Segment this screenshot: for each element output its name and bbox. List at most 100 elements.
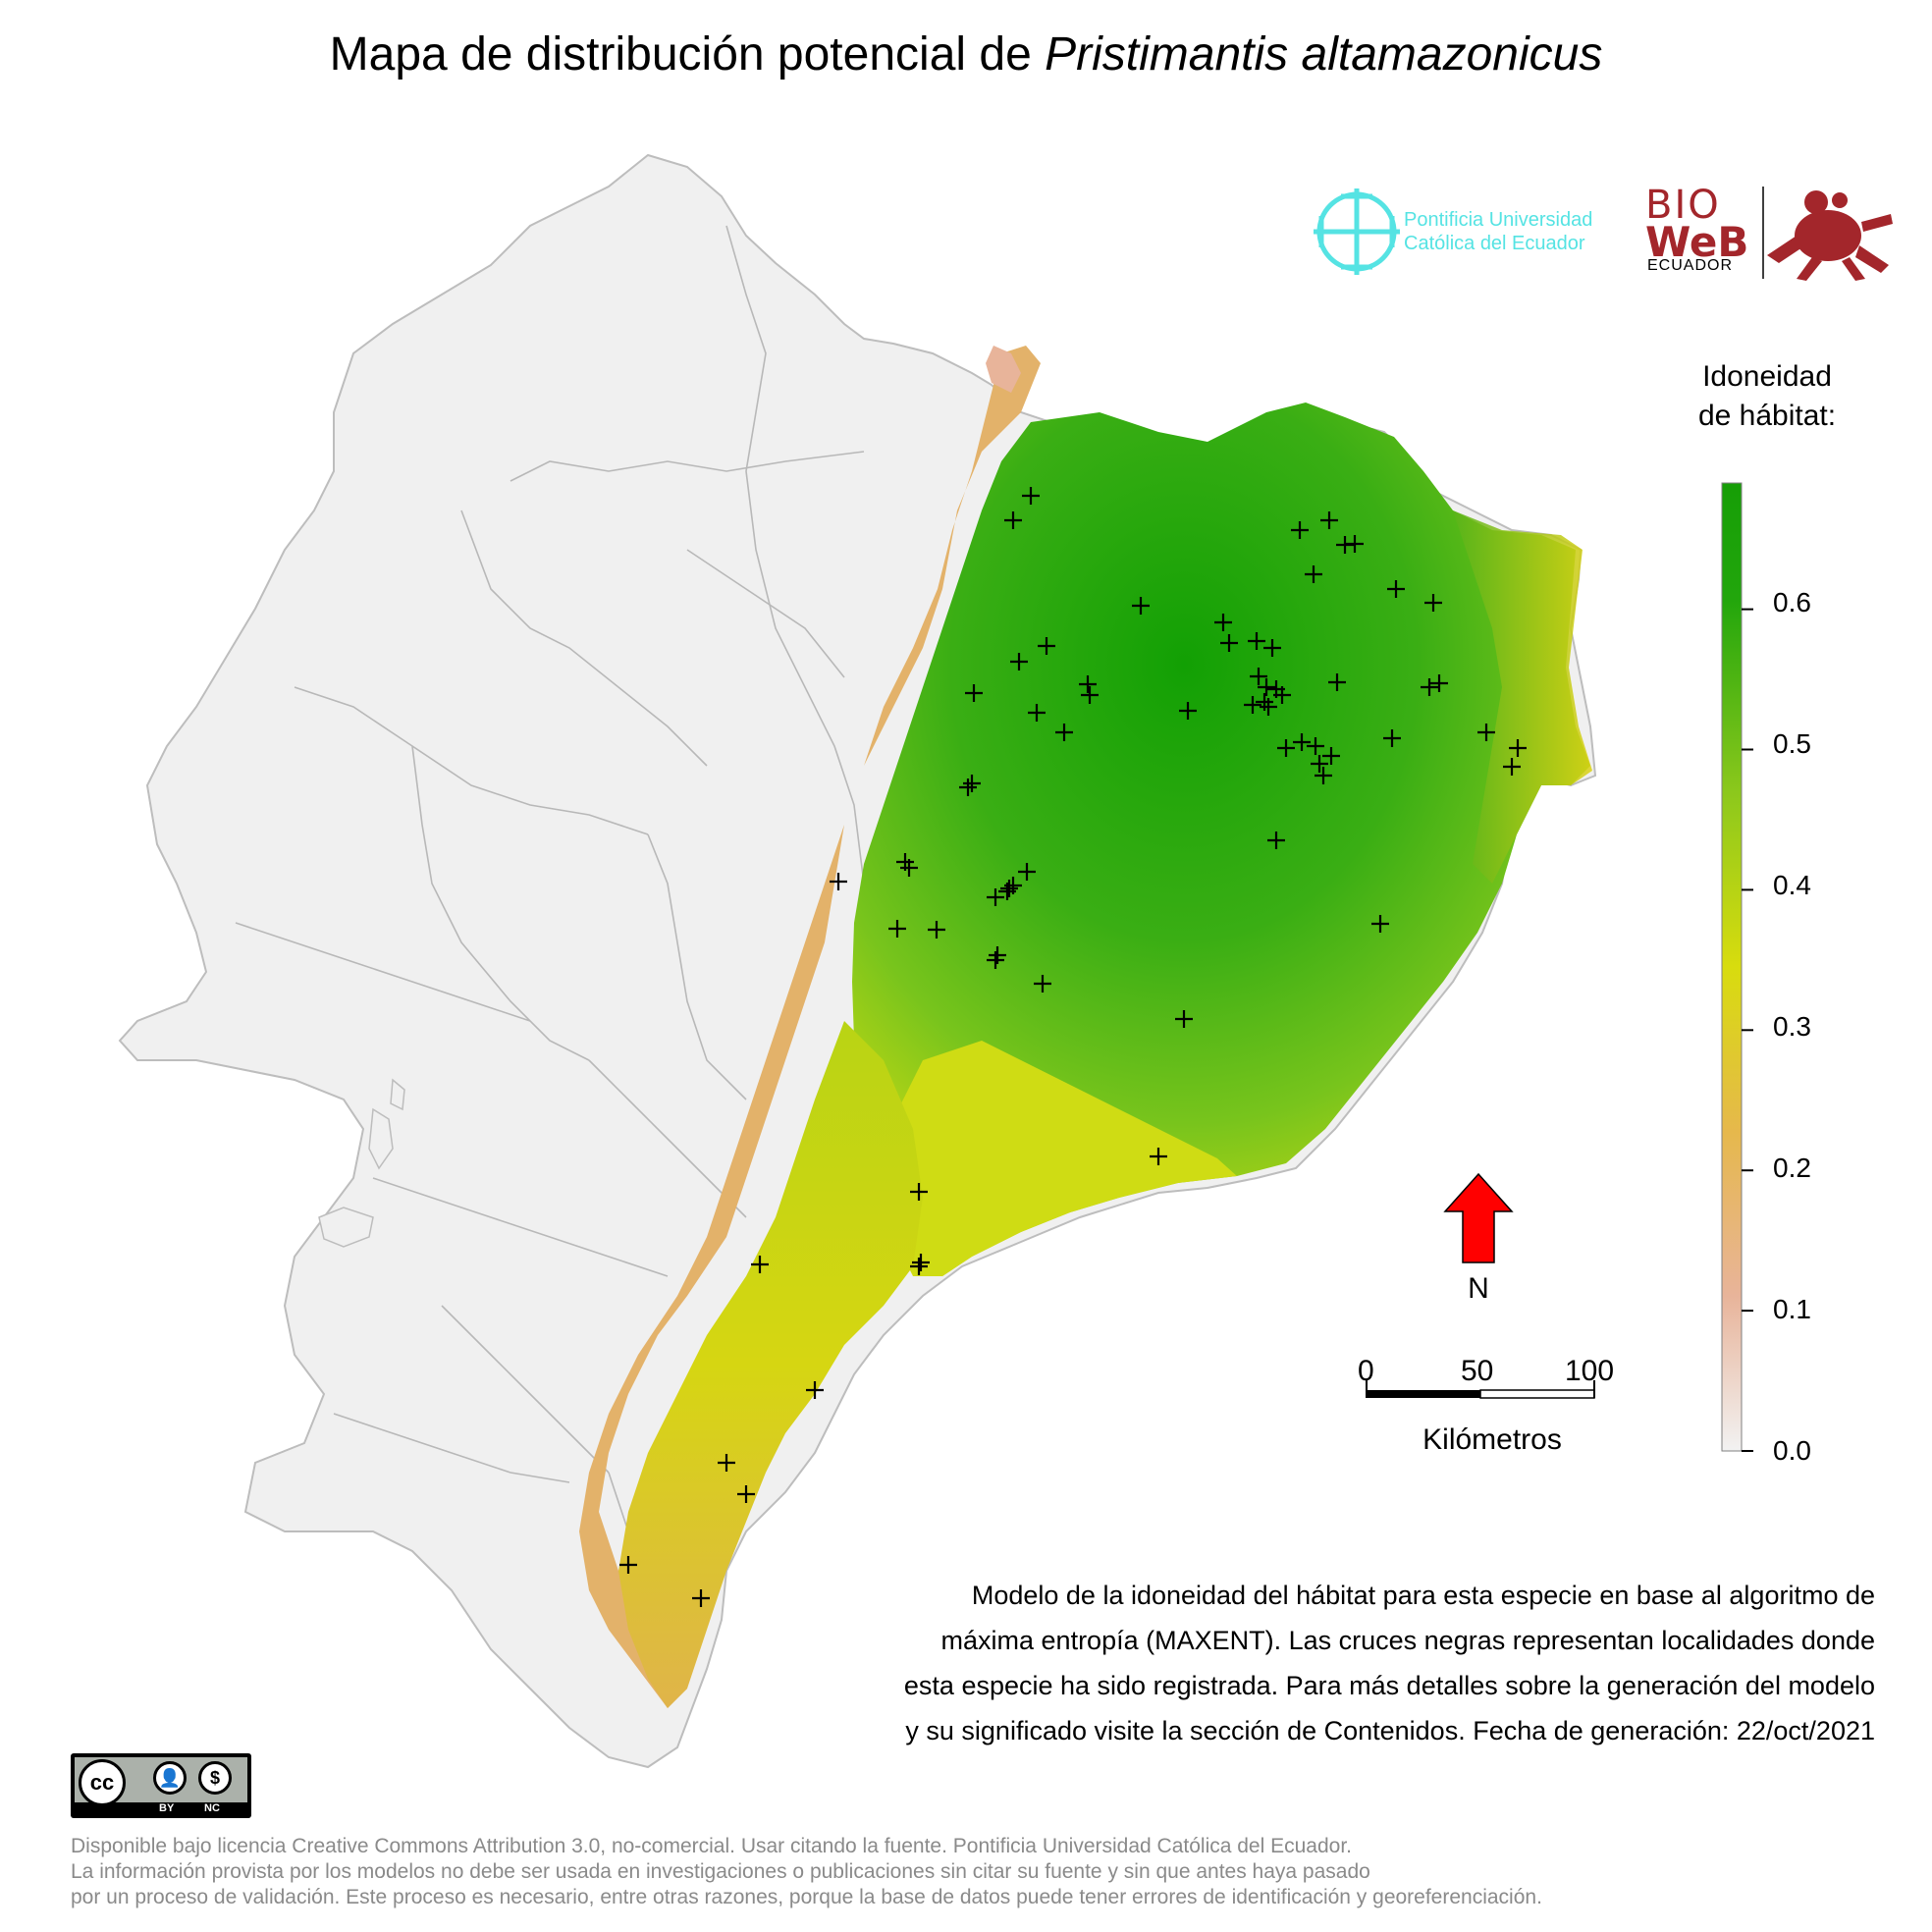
occurrence-cross [1179, 702, 1197, 720]
legend-title-line2: de hábitat: [1697, 400, 1837, 432]
occurrence-cross [910, 1183, 928, 1201]
occurrence-cross [1055, 724, 1073, 741]
occurrence-cross [1328, 673, 1346, 691]
puce-logo-icon [1314, 188, 1400, 275]
raster-south-slope [618, 1021, 923, 1708]
occurrence-cross [1263, 639, 1281, 657]
occurrence-cross [1371, 915, 1389, 933]
occurrence-cross [718, 1454, 735, 1472]
occurrence-cross [1315, 767, 1332, 784]
legend-tick-label: 0.4 [1773, 870, 1811, 900]
raster-south-lowland [884, 1041, 1237, 1276]
suitability-raster [579, 346, 1592, 1708]
occurrence-cross [1273, 686, 1291, 704]
scale-label-50: 50 [1461, 1355, 1494, 1387]
description-line: máxima entropía (MAXENT). Las cruces neg… [940, 1626, 1875, 1655]
occurrence-cross [1509, 739, 1527, 757]
map-title: Mapa de distribución potencial de Pristi… [0, 27, 1932, 81]
occurrence-cross [1175, 1010, 1193, 1028]
occurrence-cross [1267, 832, 1285, 849]
map-title-prefix: Mapa de distribución potencial de [329, 28, 1046, 80]
occurrence-cross [1293, 733, 1311, 751]
model-description: Modelo de la idoneidad del hábitat para … [746, 1573, 1875, 1753]
description-line: Modelo de la idoneidad del hábitat para … [971, 1581, 1875, 1610]
occurrence-cross [1387, 580, 1405, 598]
occurrence-cross [1004, 511, 1022, 529]
legend-tick-label: 0.1 [1773, 1294, 1811, 1324]
occurrence-cross [1250, 668, 1267, 685]
occurrence-cross [1150, 1148, 1167, 1165]
occurrence-cross [1424, 594, 1442, 612]
occurrence-crosses [619, 487, 1527, 1607]
occurrence-cross [1503, 758, 1521, 776]
occurrence-cross [1258, 678, 1275, 696]
legend-title-line1: Idoneidad [1702, 360, 1832, 393]
occurrence-cross [1214, 614, 1232, 631]
license-footer: Disponible bajo licencia Creative Common… [71, 1834, 1916, 1910]
occurrence-cross [1260, 698, 1277, 716]
occurrence-cross [1022, 487, 1040, 505]
cc-license-badge[interactable]: cc 👤 $ BY NC [71, 1753, 251, 1818]
occurrence-cross [1477, 724, 1495, 741]
occurrence-cross [1311, 755, 1328, 773]
north-label: N [1468, 1272, 1489, 1305]
occurrence-cross [1322, 747, 1340, 765]
legend-colorbar [1721, 482, 1743, 1452]
occurrence-cross [806, 1381, 824, 1399]
coastal-islands [318, 1078, 405, 1248]
occurrence-cross [912, 1254, 930, 1271]
cc-nc-label: NC [204, 1802, 220, 1814]
scale-label-0: 0 [1358, 1355, 1374, 1387]
north-arrow-icon [1443, 1172, 1514, 1263]
occurrence-cross [1132, 597, 1150, 615]
occurrence-cross [1004, 877, 1022, 894]
noncommercial-icon: $ [198, 1761, 232, 1795]
cc-icon: cc [79, 1759, 126, 1806]
occurrence-cross [692, 1589, 710, 1607]
occurrence-cross [1220, 634, 1238, 652]
occurrence-cross [830, 873, 847, 890]
occurrence-cross [987, 951, 1004, 969]
occurrence-cross [751, 1256, 769, 1273]
occurrence-cross [1291, 521, 1309, 539]
bioweb-ecuador-text: ECUADOR [1647, 257, 1734, 274]
occurrence-cross [1277, 739, 1295, 757]
occurrence-cross [965, 684, 983, 702]
occurrence-cross [1034, 975, 1051, 993]
footer-line: Disponible bajo licencia Creative Common… [71, 1835, 1352, 1857]
raster-east-fringe [1453, 510, 1592, 884]
occurrence-cross [1018, 863, 1036, 881]
occurrence-cross [963, 775, 981, 792]
scale-title: Kilómetros [1422, 1423, 1562, 1456]
occurrence-cross [1383, 729, 1401, 747]
occurrence-cross [928, 921, 945, 939]
legend-tick-label: 0.6 [1773, 587, 1811, 617]
legend-tick-marks [1742, 608, 1753, 1452]
puce-logo-text: Pontificia Universidad Católica del Ecua… [1404, 208, 1592, 255]
footer-line: La información provista por los modelos … [71, 1860, 1370, 1883]
legend-tick-label: 0.5 [1773, 728, 1811, 759]
occurrence-cross [1421, 678, 1438, 696]
occurrence-cross [737, 1485, 755, 1503]
raster-green-core [852, 402, 1590, 1276]
occurrence-cross [959, 778, 977, 796]
occurrence-cross [1320, 511, 1338, 529]
occurrence-cross [1038, 637, 1055, 655]
occurrence-cross [619, 1556, 637, 1574]
occurrence-cross [1081, 686, 1099, 704]
occurrence-cross [1346, 535, 1364, 553]
occurrence-cross [1010, 653, 1028, 671]
occurrence-cross [1244, 696, 1261, 714]
footer-line: por un proceso de validación. Este proce… [71, 1886, 1542, 1908]
cc-by-label: BY [159, 1802, 175, 1814]
attribution-icon: 👤 [153, 1761, 187, 1795]
legend-tick-label: 0.3 [1773, 1011, 1811, 1042]
occurrence-cross [1248, 632, 1265, 650]
description-line: esta especie ha sido registrada. Para má… [903, 1671, 1875, 1700]
occurrence-cross [1000, 880, 1018, 897]
legend-tick-label: 0.2 [1773, 1153, 1811, 1183]
frog-icon [1767, 190, 1893, 281]
occurrence-cross [1028, 704, 1046, 722]
occurrence-cross [910, 1258, 928, 1275]
